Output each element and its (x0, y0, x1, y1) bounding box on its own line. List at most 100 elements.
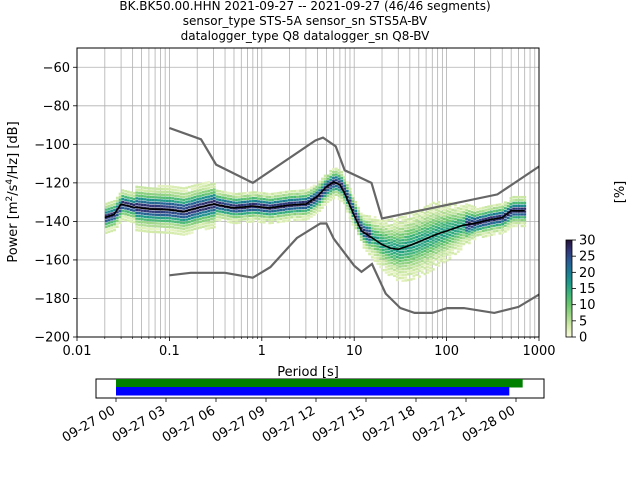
heatmap-cell (210, 220, 213, 224)
heatmap-cell (212, 205, 216, 209)
heatmap-cell (404, 247, 407, 250)
heatmap-cell (185, 206, 188, 210)
heatmap-cell (138, 209, 141, 212)
heatmap-cell (382, 254, 385, 257)
heatmap-cell (204, 184, 208, 187)
heatmap-cell (492, 218, 496, 222)
heatmap-cell (212, 208, 216, 211)
heatmap-cell (376, 230, 380, 234)
heatmap-cell (440, 216, 443, 219)
heatmap-cell (501, 202, 504, 206)
heatmap-cell (237, 218, 241, 222)
heatmap-cell (437, 255, 441, 259)
heatmap-cell (409, 260, 413, 264)
heatmap-cell (151, 213, 155, 216)
heatmap-cell (398, 256, 402, 260)
title-line-3: datalogger_type Q8 datalogger_sn Q8-BV (181, 29, 431, 43)
heatmap-cell (232, 198, 236, 201)
heatmap-cell (168, 188, 172, 191)
heatmap-cell (221, 207, 225, 211)
heatmap-cell (404, 238, 407, 242)
heatmap-cell (479, 216, 482, 219)
heatmap-cell (138, 217, 141, 221)
y-tick-label: −200 (34, 331, 70, 346)
heatmap-cell (370, 224, 374, 227)
heatmap-cell (440, 248, 443, 251)
y-axis-label: Power [m2/s4/Hz] [dB] (5, 121, 21, 262)
heatmap-cell (323, 174, 327, 178)
heatmap-cell (190, 199, 194, 202)
heatmap-cell (143, 221, 147, 224)
heatmap-cell (296, 207, 299, 210)
heatmap-cell (257, 200, 261, 203)
timeline-tick-label: 09-28 00 (460, 403, 518, 445)
heatmap-cell (165, 228, 169, 231)
heatmap-cell (279, 217, 283, 220)
heatmap-cell (126, 219, 130, 222)
heatmap-cell (315, 185, 319, 189)
heatmap-cell (262, 209, 266, 213)
heatmap-cell (318, 195, 322, 198)
heatmap-cell (171, 185, 175, 188)
heatmap-cell (163, 211, 166, 214)
heatmap-cell (492, 224, 496, 227)
heatmap-cell (501, 228, 504, 232)
heatmap-cell (412, 225, 416, 228)
heatmap-cell (498, 217, 502, 221)
heatmap-cell (401, 253, 405, 256)
heatmap-cell (503, 221, 507, 224)
heatmap-cell (393, 222, 396, 225)
heatmap-cell (348, 213, 352, 217)
heatmap-cell (445, 227, 449, 230)
heatmap-cell (384, 236, 388, 240)
heatmap-cell (387, 265, 391, 268)
heatmap-cell (448, 216, 452, 219)
heatmap-cell (418, 263, 421, 267)
heatmap-cell (207, 227, 211, 230)
heatmap-cell (165, 196, 169, 200)
heatmap-cell (418, 217, 421, 220)
heatmap-cell (506, 222, 510, 225)
heatmap-cell (268, 210, 272, 213)
heatmap-cell (404, 241, 407, 245)
heatmap-cell (129, 208, 133, 212)
heatmap-cell (146, 227, 150, 230)
colorbar-tick-label: 0 (579, 331, 587, 346)
heatmap-cell (318, 183, 322, 186)
heatmap-cell (321, 183, 324, 186)
heatmap-cell (431, 239, 435, 242)
heatmap-cell (423, 261, 427, 264)
heatmap-cell (495, 226, 499, 230)
heatmap-cell (448, 254, 452, 257)
heatmap-cell (451, 211, 455, 214)
heatmap-cell (517, 221, 521, 225)
colorbar-tick-label: 10 (579, 298, 596, 313)
heatmap-cell (423, 258, 427, 261)
heatmap-cell (229, 209, 233, 212)
heatmap-cell (329, 172, 333, 176)
heatmap-cell (201, 214, 205, 217)
heatmap-cell (384, 256, 388, 260)
heatmap-cell (440, 236, 443, 240)
heatmap-cell (451, 252, 455, 255)
heatmap-cell (454, 252, 457, 256)
heatmap-cell (395, 232, 399, 235)
heatmap-cell (431, 227, 435, 231)
heatmap-cell (235, 201, 238, 204)
x-tick-label: 0.1 (159, 344, 180, 359)
heatmap-cell (434, 220, 438, 223)
heatmap-cell (168, 199, 172, 203)
heatmap-cell (512, 213, 516, 216)
heatmap-cell (384, 219, 388, 222)
heatmap-cell (268, 216, 272, 219)
heatmap-cell (168, 231, 172, 234)
heatmap-cell (237, 201, 241, 204)
heatmap-cell (176, 192, 180, 195)
heatmap-cell (304, 206, 308, 210)
heatmap-cell (182, 198, 186, 202)
heatmap-cell (440, 245, 443, 248)
heatmap-cell (271, 212, 274, 216)
heatmap-cell (326, 197, 330, 201)
heatmap-cell (146, 195, 150, 199)
